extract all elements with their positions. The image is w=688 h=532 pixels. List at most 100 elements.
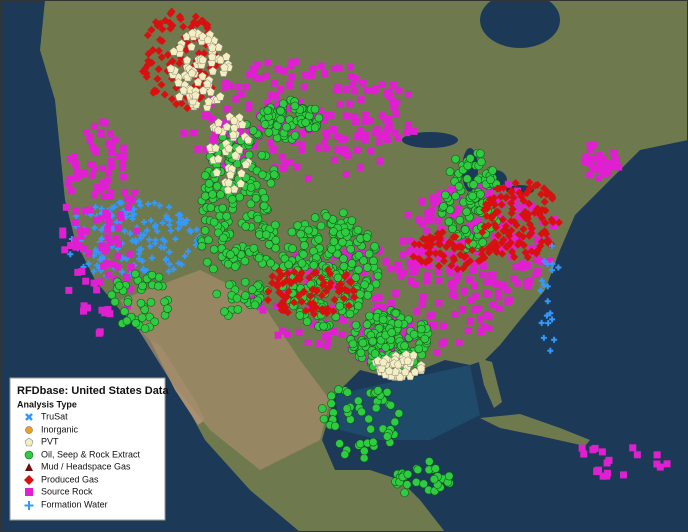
- legend-box: [9, 377, 166, 521]
- source-rock-marker: [589, 164, 597, 172]
- oil-marker: [386, 400, 396, 410]
- source-rock-marker: [82, 227, 90, 235]
- formation-water-marker: [140, 267, 147, 274]
- source-rock-marker: [64, 180, 72, 188]
- produced-gas-marker: [284, 287, 293, 296]
- produced-gas-marker: [268, 272, 277, 281]
- produced-gas-marker: [494, 231, 503, 240]
- oil-marker: [417, 324, 426, 334]
- produced-gas-marker: [340, 272, 349, 281]
- oil-marker: [316, 221, 326, 231]
- oil-marker: [451, 154, 460, 164]
- source-rock-marker: [371, 87, 379, 95]
- source-rock-marker: [344, 151, 352, 159]
- formation-water-marker: [166, 204, 173, 211]
- source-rock-marker: [514, 279, 522, 287]
- formation-water-marker: [547, 347, 554, 354]
- oil-marker: [123, 297, 133, 307]
- produced-gas-marker: [537, 229, 546, 238]
- source-rock-marker: [620, 471, 628, 479]
- source-rock-marker: [121, 188, 129, 196]
- produced-gas-marker: [415, 240, 424, 249]
- oil-marker: [355, 439, 365, 449]
- source-rock-marker: [221, 81, 229, 89]
- source-rock-marker: [460, 287, 468, 295]
- source-rock-marker: [364, 86, 372, 94]
- pvt-marker: [229, 115, 239, 125]
- oil-marker: [244, 150, 254, 160]
- source-rock-marker: [599, 472, 607, 480]
- source-rock-marker: [342, 85, 350, 93]
- source-rock-marker: [399, 237, 407, 245]
- oil-marker: [340, 450, 350, 459]
- oil-marker: [486, 175, 495, 184]
- source-rock-marker: [467, 296, 475, 304]
- oil-marker: [390, 417, 400, 427]
- pvt-marker: [175, 43, 185, 52]
- source-rock-marker: [518, 260, 526, 268]
- oil-marker: [233, 305, 243, 314]
- oil-marker: [400, 341, 409, 351]
- source-rock-marker: [71, 218, 79, 226]
- oil-marker: [476, 190, 485, 199]
- oil-marker: [387, 328, 396, 337]
- oil-marker: [290, 101, 300, 111]
- produced-gas-marker: [168, 95, 177, 104]
- source-rock-marker: [450, 211, 458, 219]
- source-rock-marker: [375, 138, 383, 146]
- source-rock-marker: [72, 207, 80, 215]
- pvt-marker: [234, 145, 244, 154]
- source-rock-marker: [131, 189, 139, 197]
- produced-gas-marker: [505, 232, 514, 241]
- source-rock-marker: [430, 199, 438, 207]
- source-rock-marker: [407, 259, 415, 267]
- source-rock-marker: [106, 310, 114, 318]
- oil-marker: [154, 281, 163, 291]
- pvt-marker: [230, 184, 239, 194]
- source-rock-marker: [110, 275, 118, 283]
- hudson-bay: [480, 0, 560, 48]
- source-rock-marker: [608, 163, 616, 171]
- produced-gas-marker: [492, 223, 501, 232]
- source-rock-marker: [386, 93, 394, 101]
- oil-marker: [363, 290, 372, 300]
- oil-marker: [364, 414, 373, 424]
- formation-water-marker: [136, 198, 143, 205]
- produced-gas-marker: [276, 301, 285, 310]
- source-rock-marker: [418, 220, 426, 228]
- pvt-marker: [182, 55, 192, 65]
- source-rock-marker: [494, 280, 502, 288]
- source-rock-marker: [72, 243, 80, 251]
- produced-gas-marker: [324, 265, 333, 274]
- source-rock-marker: [272, 92, 280, 100]
- source-rock-marker: [599, 155, 607, 163]
- oil-marker: [402, 480, 412, 489]
- formation-water-marker: [548, 242, 555, 249]
- source-rock-marker: [74, 268, 82, 276]
- oil-marker: [477, 157, 486, 167]
- produced-gas-marker: [445, 238, 454, 247]
- source-rock-marker: [315, 107, 323, 115]
- formation-water-marker: [544, 260, 551, 267]
- produced-gas-marker: [179, 22, 188, 31]
- produced-gas-marker: [326, 279, 335, 288]
- produced-gas-marker: [447, 261, 456, 270]
- oil-marker: [218, 203, 228, 213]
- source-rock-marker: [82, 207, 90, 215]
- oil-marker: [413, 465, 423, 475]
- source-rock-marker: [342, 248, 350, 256]
- produced-gas-marker: [531, 181, 540, 190]
- source-rock-marker: [114, 224, 122, 232]
- source-rock-marker: [449, 279, 457, 287]
- oil-marker: [363, 263, 372, 272]
- produced-gas-marker: [521, 248, 530, 257]
- oil-marker: [284, 260, 293, 269]
- source-rock-marker: [272, 302, 280, 310]
- legend-label: Produced Gas: [41, 474, 99, 484]
- symbol-produced-gas: [24, 475, 34, 485]
- source-rock-marker: [250, 142, 258, 150]
- oil-marker: [204, 235, 213, 245]
- source-rock-marker: [67, 242, 75, 250]
- source-rock-marker: [78, 268, 86, 276]
